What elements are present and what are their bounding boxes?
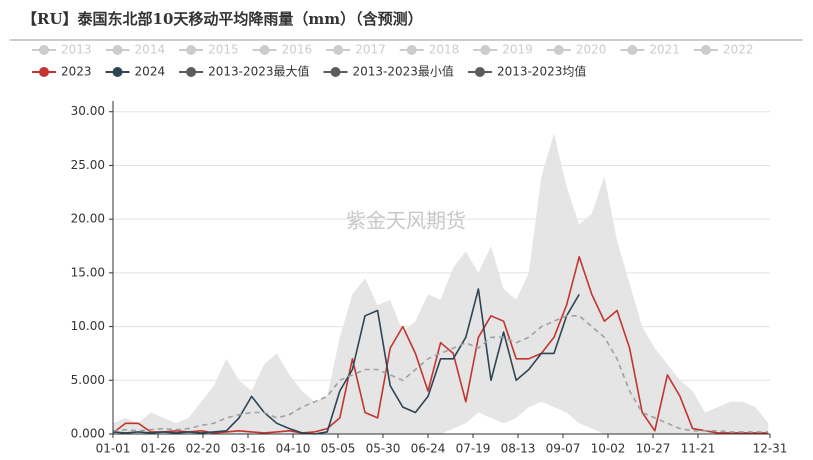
legend-icon-dot (186, 45, 197, 55)
watermark: 紫金天风期货 (346, 209, 466, 233)
legend-label: 2017 (355, 43, 386, 57)
legend-icon-dot (333, 45, 344, 55)
legend-label: 2013-2023均值 (497, 64, 586, 79)
legend-label: 2022 (723, 43, 754, 57)
legend-icon-dot (627, 45, 638, 55)
legend-item[interactable]: 2024 (105, 65, 166, 79)
x-tick-label: 06-24 (411, 442, 446, 456)
legend-icon-dot (39, 67, 49, 77)
legend-label: 2023 (61, 65, 92, 79)
legend-icon-dot (474, 67, 485, 77)
x-tick-label: 05-30 (366, 442, 401, 456)
y-tick-label: 30.00 (71, 104, 105, 118)
legend-icon-dot (186, 67, 197, 77)
y-tick-label: 20.00 (71, 212, 105, 226)
legend-label: 2015 (208, 43, 239, 57)
legend-item[interactable]: 2021 (620, 43, 680, 57)
legend-icon-dot (39, 45, 49, 55)
legend-item[interactable]: 2013-2023最小值 (323, 64, 454, 79)
legend-item[interactable]: 2013-2023最大值 (179, 64, 310, 79)
y-tick-label: 10.00 (71, 319, 105, 333)
x-tick-label: 11-21 (681, 442, 716, 456)
legend-icon-dot (112, 67, 123, 77)
legend-label: 2021 (649, 43, 680, 57)
legend-icon-dot (259, 45, 270, 55)
series-line (112, 256, 769, 434)
legend-label: 2020 (576, 43, 607, 57)
legend-icon-dot (700, 45, 711, 55)
legend-icon-dot (553, 45, 564, 55)
legend-label: 2014 (135, 43, 166, 57)
legend-item[interactable]: 2013-2023均值 (467, 64, 586, 79)
legend-label: 2013 (61, 43, 92, 57)
legend-item[interactable]: 2017 (326, 43, 386, 57)
x-tick-label: 01-26 (141, 442, 176, 456)
legend-icon-dot (330, 67, 341, 77)
x-tick-label: 04-10 (276, 442, 311, 456)
legend: 2013 2014 2015 2016 2017 2018 2019 2020 2021 2022… (32, 43, 753, 79)
series-area (113, 133, 769, 434)
legend-label: 2018 (429, 43, 460, 57)
x-tick-label: 02-20 (186, 442, 221, 456)
y-tick-label: 5.000 (71, 373, 105, 387)
legend-label: 2013-2023最小值 (353, 64, 454, 79)
x-tick-label: 10-02 (591, 442, 626, 456)
x-tick-label: 08-13 (501, 442, 536, 456)
y-tick-label: 25.00 (71, 158, 105, 172)
y-tick-label: 0.000 (71, 427, 105, 441)
legend-item[interactable]: 2020 (546, 43, 607, 57)
legend-item[interactable]: 2023 (32, 65, 92, 79)
x-tick-label: 01-01 (96, 442, 131, 456)
x-tick-label: 12-31 (753, 442, 788, 456)
legend-icon-dot (480, 45, 491, 55)
legend-item[interactable]: 2022 (693, 43, 754, 57)
x-tick-label: 10-27 (636, 442, 671, 456)
legend-item[interactable]: 2018 (399, 43, 460, 57)
legend-icon-dot (112, 45, 123, 55)
y-tick-label: 15.00 (71, 265, 105, 279)
legend-label: 2013-2023最大值 (208, 64, 309, 79)
legend-item[interactable]: 2016 (252, 43, 313, 57)
legend-item[interactable]: 2014 (105, 43, 166, 57)
legend-icon-dot (406, 45, 417, 55)
x-tick-label: 05-05 (321, 442, 356, 456)
legend-label: 2019 (502, 43, 533, 57)
legend-item[interactable]: 2019 (473, 43, 533, 57)
series-line (112, 288, 580, 435)
legend-item[interactable]: 2015 (179, 43, 239, 57)
legend-label: 2016 (282, 43, 313, 57)
x-tick-label: 03-16 (231, 442, 266, 456)
series-line (112, 315, 769, 433)
legend-label: 2024 (135, 65, 166, 79)
x-tick-label: 09-07 (546, 442, 581, 456)
plot-area: 0.000 5.000 10.00 15.00 20.00 25.00 30.00 01-01… (71, 101, 788, 456)
x-tick-label: 07-19 (456, 442, 491, 456)
chart-title: 【RU】泰国东北部10天移动平均降雨量（mm）（含预测） (22, 10, 423, 28)
legend-item[interactable]: 2013 (32, 43, 92, 57)
